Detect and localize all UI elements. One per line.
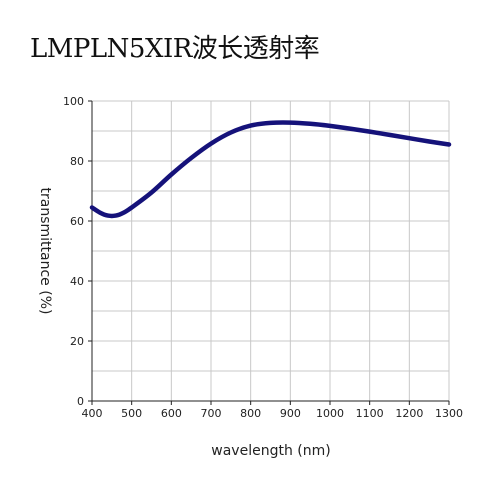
axes: [88, 100, 450, 405]
x-tick-label: 1200: [395, 407, 423, 420]
y-tick-label: 60: [70, 215, 84, 228]
x-tick-label: 500: [121, 407, 142, 420]
x-tick-label: 800: [240, 407, 261, 420]
x-tick-label: 600: [161, 407, 182, 420]
grid: [92, 100, 450, 401]
x-tick-label: 900: [280, 407, 301, 420]
series: [89, 120, 452, 219]
y-tick-label: 100: [63, 95, 84, 108]
y-axis-label: transmittance (%): [37, 188, 53, 315]
x-axis-label: wavelength (nm): [211, 443, 330, 459]
x-tick-label: 400: [82, 407, 103, 420]
y-tick-label: 20: [70, 335, 84, 348]
x-tick-label: 1000: [316, 407, 344, 420]
tick-labels: 400 500 600 700 800 900 1000 1100 1200 1300 0 20 40 6…: [63, 95, 463, 420]
x-tick-label: 700: [201, 407, 222, 420]
y-tick-label: 0: [77, 395, 84, 408]
y-tick-label: 40: [70, 275, 84, 288]
x-tick-label: 1100: [356, 407, 384, 420]
y-tick-label: 80: [70, 155, 84, 168]
chart-title: LMPLN5XIR波长透射率: [30, 34, 320, 64]
transmittance-line: [89, 120, 452, 219]
x-tick-label: 1300: [435, 407, 463, 420]
